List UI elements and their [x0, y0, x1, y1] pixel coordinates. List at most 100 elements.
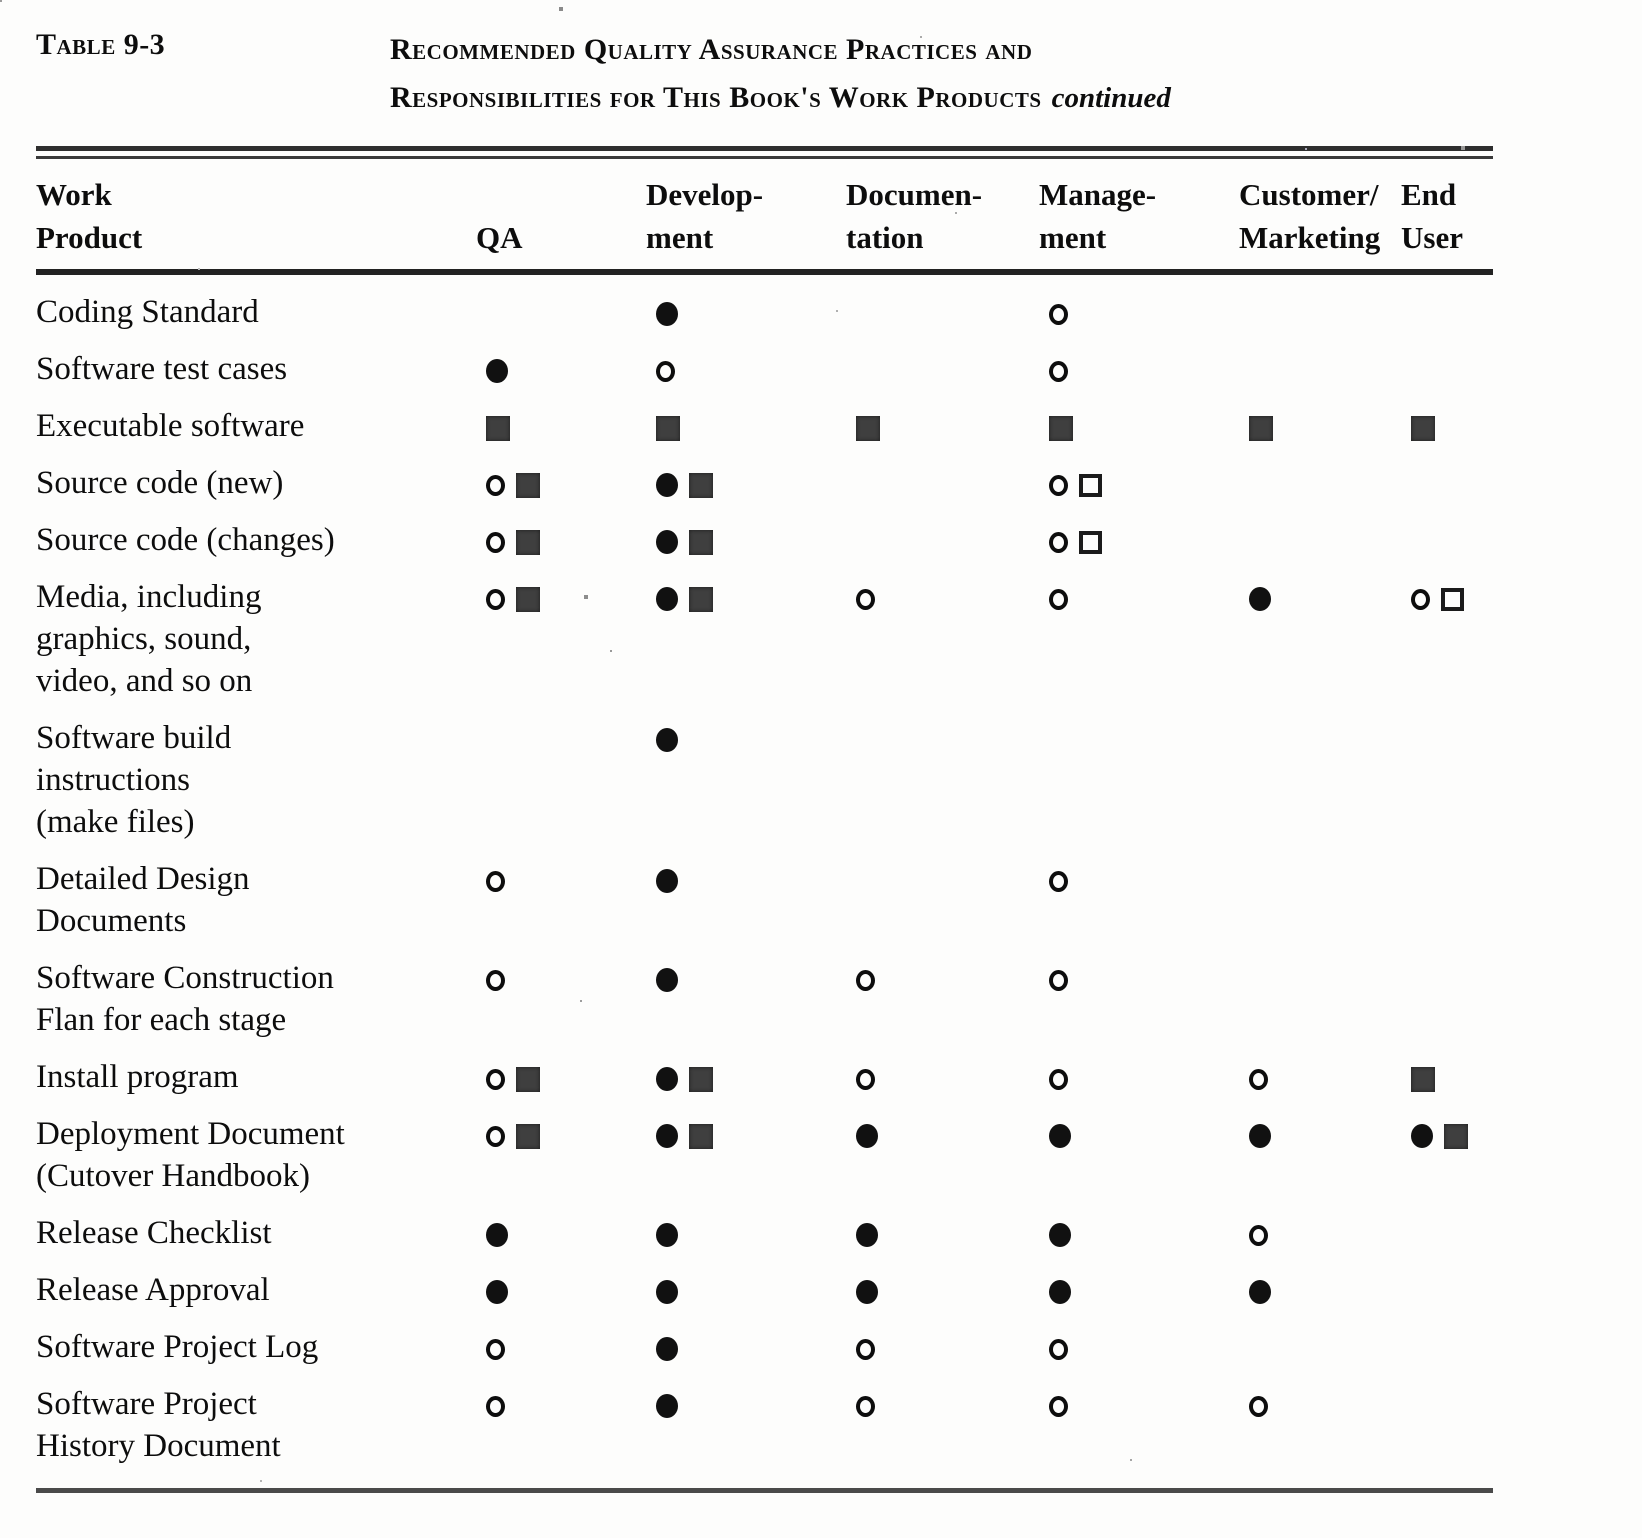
- work-product-line: Software Project Log: [36, 1329, 319, 1365]
- symbol-cell-end-user: [1391, 1269, 1493, 1326]
- table-number-label: Table 9-3: [36, 28, 166, 61]
- open-circle-icon: [1049, 303, 1068, 325]
- work-product-line: (Cutover Handbook): [36, 1158, 311, 1194]
- symbol-cell-qa: [476, 519, 596, 576]
- table-bottom-rule: [36, 1488, 1493, 1493]
- work-product-line: Media, including: [36, 579, 262, 615]
- work-product-line: Detailed Design: [36, 861, 250, 897]
- open-circle-icon: [856, 1068, 875, 1090]
- symbol-cell-end-user: [1391, 348, 1493, 405]
- work-product-line: Executable software: [36, 408, 305, 444]
- filled-square-icon: [516, 529, 540, 555]
- symbol-cell-customer-marketing: [1176, 1326, 1391, 1383]
- work-product-cell: Software Project Log: [36, 1326, 476, 1383]
- symbol-cell-development: [596, 1113, 781, 1212]
- filled-circle-icon: [1049, 1124, 1071, 1149]
- column-header-line: Manage-: [1039, 177, 1157, 212]
- open-circle-icon: [486, 474, 505, 496]
- work-product-cell: Software Project History Document: [36, 1383, 476, 1482]
- column-header-line: Marketing: [1239, 220, 1381, 255]
- symbol-cell-management: [986, 1383, 1176, 1482]
- symbol-cell-management: [986, 1269, 1176, 1326]
- symbol-cell-end-user: [1391, 405, 1493, 462]
- table-row: Detailed Design Documents: [36, 858, 1493, 957]
- symbol-cell-development: [596, 1056, 781, 1113]
- work-product-cell: Software build instructions (make files): [36, 717, 476, 858]
- filled-square-icon: [516, 1066, 540, 1092]
- symbol-cell-customer-marketing: [1176, 717, 1391, 858]
- open-square-icon: [1079, 473, 1102, 497]
- symbol-cell-customer-marketing: [1176, 1212, 1391, 1269]
- filled-circle-icon: [656, 1337, 678, 1362]
- open-circle-icon: [1049, 1068, 1068, 1090]
- symbol-cell-management: [986, 1056, 1176, 1113]
- symbol-cell-documentation: [781, 348, 986, 405]
- filled-square-icon: [856, 415, 880, 441]
- symbol-cell-customer-marketing: [1176, 519, 1391, 576]
- symbol-cell-qa: [476, 348, 596, 405]
- symbol-cell-management: [986, 348, 1176, 405]
- symbol-cell-qa: [476, 1056, 596, 1113]
- column-header-line: Work: [36, 177, 112, 212]
- table-row: Source code (changes): [36, 519, 1493, 576]
- filled-circle-icon: [656, 587, 678, 612]
- symbol-cell-development: [596, 1383, 781, 1482]
- table-row: Software build instructions (make files): [36, 717, 1493, 858]
- symbol-cell-documentation: [781, 717, 986, 858]
- symbol-cell-documentation: [781, 519, 986, 576]
- open-circle-icon: [856, 1395, 875, 1417]
- work-product-cell: Source code (new): [36, 462, 476, 519]
- symbol-cell-qa: [476, 576, 596, 717]
- table-row: Coding Standard: [36, 272, 1493, 348]
- symbol-cell-qa: [476, 1212, 596, 1269]
- column-header-line: QA: [476, 220, 523, 255]
- symbol-cell-management: [986, 519, 1176, 576]
- filled-circle-icon: [656, 530, 678, 555]
- filled-circle-icon: [1249, 587, 1271, 612]
- symbol-cell-qa: [476, 1113, 596, 1212]
- table-title-line-1: Recommended Quality Assurance Practices …: [390, 33, 1033, 66]
- work-product-line: instructions: [36, 762, 190, 798]
- filled-circle-icon: [656, 1124, 678, 1149]
- symbol-cell-documentation: [781, 1326, 986, 1383]
- column-header-line: Documen-: [846, 177, 983, 212]
- symbol-cell-development: [596, 957, 781, 1056]
- work-product-line: Software test cases: [36, 351, 288, 387]
- open-circle-icon: [1249, 1224, 1268, 1246]
- filled-square-icon: [1411, 415, 1435, 441]
- open-circle-icon: [856, 969, 875, 991]
- open-circle-icon: [1049, 1338, 1068, 1360]
- symbol-cell-qa: [476, 717, 596, 858]
- filled-circle-icon: [656, 968, 678, 993]
- symbol-cell-end-user: [1391, 1212, 1493, 1269]
- filled-square-icon: [689, 586, 713, 612]
- work-product-line: Source code (changes): [36, 522, 335, 558]
- table-title-line-2-text: Responsibilities for This Book's Work Pr…: [390, 81, 1042, 114]
- table-top-rule: [36, 146, 1493, 159]
- symbol-cell-development: [596, 272, 781, 348]
- filled-square-icon: [516, 472, 540, 498]
- open-circle-icon: [1049, 360, 1068, 382]
- symbol-cell-documentation: [781, 858, 986, 957]
- table-body: Coding Standard Software test cases Execut…: [36, 272, 1493, 1482]
- symbol-cell-customer-marketing: [1176, 405, 1391, 462]
- open-circle-icon: [1049, 588, 1068, 610]
- table-header: Work Product QA Develop-ment Documen-tation M…: [36, 159, 1493, 275]
- column-header-line: ment: [646, 220, 714, 255]
- open-circle-icon: [1249, 1395, 1268, 1417]
- table-row: Executable software: [36, 405, 1493, 462]
- work-product-line: Software Project: [36, 1386, 257, 1422]
- table-row: Software test cases: [36, 348, 1493, 405]
- filled-circle-icon: [486, 1280, 508, 1305]
- symbol-cell-management: [986, 957, 1176, 1056]
- table-row: Source code (new): [36, 462, 1493, 519]
- table-row: Deployment Document (Cutover Handbook): [36, 1113, 1493, 1212]
- filled-square-icon: [689, 472, 713, 498]
- filled-circle-icon: [656, 1394, 678, 1419]
- filled-circle-icon: [656, 1280, 678, 1305]
- symbol-cell-qa: [476, 858, 596, 957]
- open-circle-icon: [1049, 531, 1068, 553]
- column-header-line: User: [1401, 220, 1463, 255]
- symbol-cell-management: [986, 576, 1176, 717]
